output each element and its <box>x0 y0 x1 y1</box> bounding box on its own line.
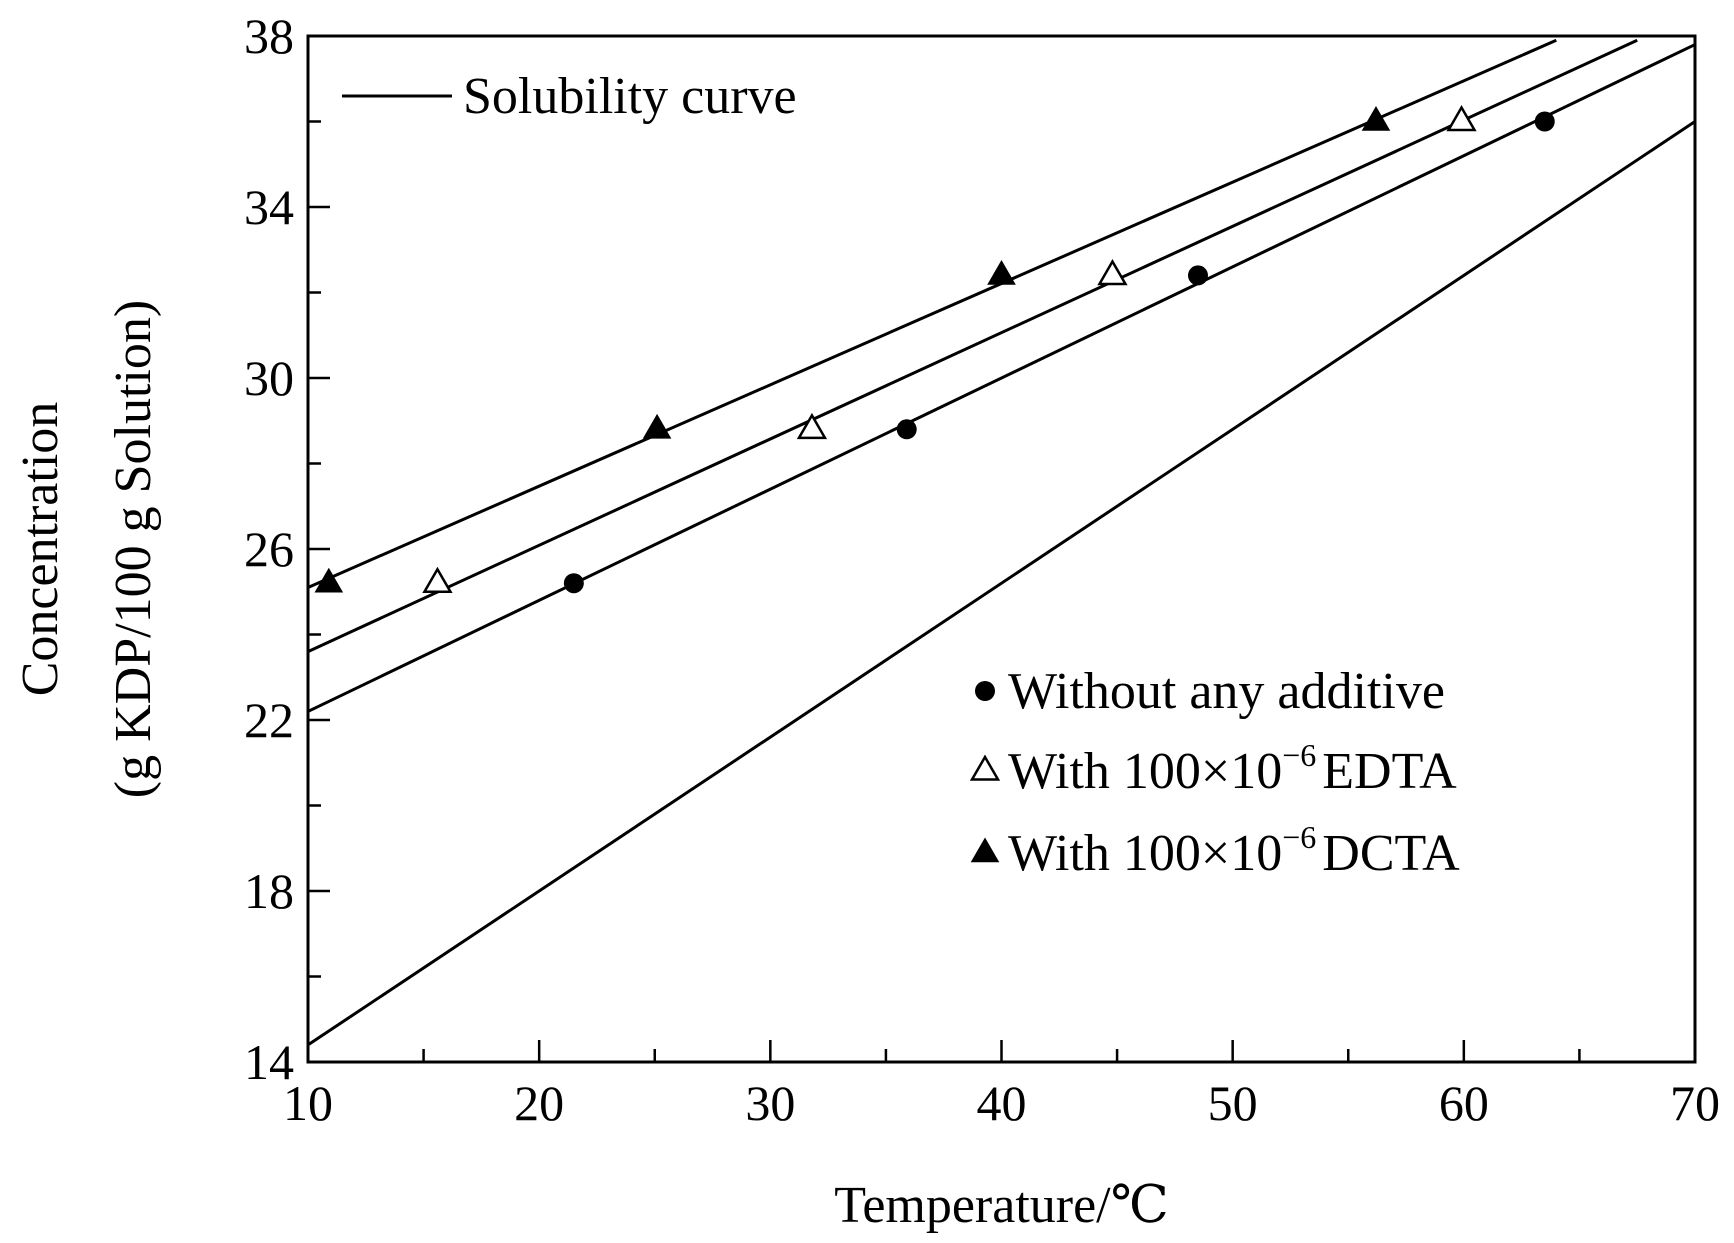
data-point <box>1361 106 1391 131</box>
legend-entry-suffix: EDTA <box>1322 743 1457 800</box>
y-axis-title-line1: Concentration <box>12 402 69 697</box>
y-tick-label: 26 <box>244 521 294 577</box>
x-tick-label: 30 <box>745 1075 795 1131</box>
y-tick-label: 18 <box>244 863 294 919</box>
legend-entry: With 100×10−6 DCTA <box>970 819 1460 882</box>
legend-entry-label: With 100×10−6 DCTA <box>1008 819 1460 882</box>
legend-line-label: Solubility curve <box>463 68 797 125</box>
legend-entry-label: With 100×10−6 EDTA <box>1008 737 1457 800</box>
legend-entry: Without any additive <box>975 663 1445 720</box>
data-points-group <box>314 105 1555 594</box>
data-point <box>314 567 344 593</box>
legend-entry-superscript: −6 <box>1282 737 1316 773</box>
data-point <box>1097 258 1128 286</box>
legend-entry-label: Without any additive <box>1008 663 1445 720</box>
y-tick-label: 30 <box>244 350 294 406</box>
tick-labels-group: 10 20 30 40 50 60 70 14 18 22 26 30 34 38 <box>244 8 1720 1131</box>
x-tick-label: 60 <box>1439 1075 1489 1131</box>
data-point <box>1187 265 1208 286</box>
data-point <box>987 259 1016 285</box>
data-point <box>896 419 917 440</box>
legend-entry-text: With 100×10 <box>1008 743 1282 800</box>
y-tick-label: 22 <box>244 692 294 748</box>
x-tick-label: 50 <box>1208 1075 1258 1131</box>
legend-entry-text: With 100×10 <box>1008 825 1282 882</box>
legend-marker <box>969 754 1001 781</box>
data-point <box>422 566 453 594</box>
supersolubility-line <box>307 43 1696 713</box>
supersolubility-line <box>307 38 1638 653</box>
data-point <box>1446 105 1477 132</box>
supersolubility-line <box>307 38 1557 589</box>
legend-entry-superscript: −6 <box>1282 819 1316 855</box>
legend-marker <box>975 681 995 701</box>
x-tick-label: 10 <box>283 1075 333 1131</box>
legend-marker <box>970 837 1000 863</box>
solubility-curve-line <box>307 120 1696 1047</box>
y-tick-label: 14 <box>244 1034 294 1090</box>
x-axis-title: Temperature/℃ <box>834 1177 1169 1234</box>
y-tick-label: 38 <box>244 8 294 64</box>
plot-frame <box>306 34 1697 1064</box>
legend-solubility-curve: Solubility curve <box>342 68 797 125</box>
fit-lines-group <box>307 38 1696 1047</box>
x-tick-label: 40 <box>977 1075 1027 1131</box>
data-point <box>796 412 828 440</box>
data-point <box>563 573 584 594</box>
y-axis-title-line2: (g KDP/100 g Solution) <box>105 300 162 798</box>
legend-entry-suffix: DCTA <box>1322 825 1460 882</box>
x-tick-label: 20 <box>514 1075 564 1131</box>
legend-entry-text: Without any additive <box>1008 663 1445 720</box>
data-point <box>642 413 672 439</box>
y-tick-label: 34 <box>244 179 294 235</box>
x-tick-label: 70 <box>1670 1075 1720 1131</box>
data-point <box>1534 111 1555 132</box>
legend-entry: With 100×10−6 EDTA <box>969 737 1457 800</box>
